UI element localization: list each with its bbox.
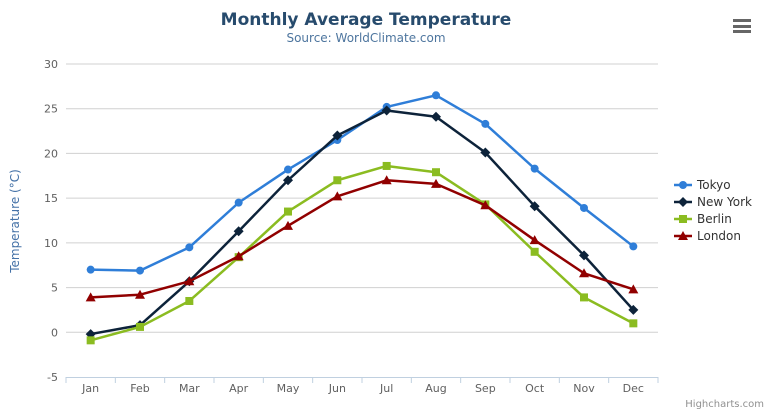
triangle-marker xyxy=(283,220,293,230)
square-marker xyxy=(580,293,588,302)
diamond-marker xyxy=(480,147,491,158)
diamond-marker xyxy=(381,105,392,116)
x-axis-label: Oct xyxy=(525,382,545,395)
diamond-marker xyxy=(332,130,343,141)
triangle-marker xyxy=(579,268,589,278)
circle-legend-icon xyxy=(674,180,692,189)
square-marker xyxy=(530,247,539,256)
y-axis-label: 5 xyxy=(51,282,58,295)
y-axis-label: -5 xyxy=(47,371,58,384)
y-axis-label: 20 xyxy=(44,147,58,160)
x-axis-label: Aug xyxy=(425,382,446,395)
triangle-marker xyxy=(628,284,639,294)
legend-label: London xyxy=(697,228,741,243)
square-marker xyxy=(185,296,194,305)
triangle-marker xyxy=(480,200,491,210)
y-axis-label: 10 xyxy=(44,237,58,250)
triangle-marker xyxy=(332,191,343,201)
circle-marker xyxy=(185,243,194,252)
square-marker xyxy=(333,176,342,185)
triangle-marker xyxy=(135,289,145,299)
x-axis-label: Jul xyxy=(379,382,393,395)
legend-item-london[interactable]: London xyxy=(674,227,752,244)
circle-marker xyxy=(481,119,490,128)
triangle-marker xyxy=(184,276,195,286)
y-axis-label: 30 xyxy=(44,58,58,71)
series-line-new-york xyxy=(89,109,635,336)
circle-marker xyxy=(234,198,243,207)
credits-link[interactable]: Highcharts.com xyxy=(685,399,764,410)
y-axis-label: 15 xyxy=(44,192,58,205)
circle-marker xyxy=(86,265,95,274)
hamburger-icon xyxy=(733,19,751,22)
x-axis-label: Sep xyxy=(475,382,496,395)
circle-marker xyxy=(136,266,144,275)
export-menu-button[interactable] xyxy=(731,17,753,35)
chart-subtitle: Source: WorldClimate.com xyxy=(286,31,446,45)
x-axis-label: Nov xyxy=(573,382,595,395)
y-axis-label: 0 xyxy=(51,326,58,339)
x-axis-label: Apr xyxy=(229,382,249,395)
circle-marker xyxy=(580,203,588,212)
circle-marker xyxy=(432,91,440,100)
x-axis-label: Jun xyxy=(328,382,346,395)
legend-label: Tokyo xyxy=(697,177,731,192)
square-marker xyxy=(629,319,638,328)
diamond-marker xyxy=(628,304,639,315)
triangle-marker xyxy=(85,292,96,302)
legend-item-berlin[interactable]: Berlin xyxy=(674,210,752,227)
x-axis-label: Mar xyxy=(179,382,200,395)
diamond-marker xyxy=(283,175,293,186)
circle-marker xyxy=(284,165,292,174)
diamond-marker xyxy=(233,226,244,237)
triangle-legend-icon xyxy=(674,230,692,240)
hamburger-icon xyxy=(733,30,751,33)
square-legend-icon xyxy=(674,214,692,223)
chart-title: Monthly Average Temperature xyxy=(220,10,512,30)
legend: Tokyo New York Berlin London xyxy=(674,176,752,244)
diamond-marker xyxy=(529,201,540,212)
series-line-berlin xyxy=(89,164,635,342)
series-line-tokyo xyxy=(89,94,635,272)
triangle-marker xyxy=(529,235,540,245)
x-axis-label: May xyxy=(277,382,300,395)
square-marker xyxy=(432,168,440,177)
hamburger-icon xyxy=(733,24,751,28)
legend-item-new-york[interactable]: New York xyxy=(674,193,752,210)
x-axis-label: Dec xyxy=(623,382,644,395)
legend-label: New York xyxy=(697,194,752,209)
square-marker xyxy=(284,207,292,216)
circle-marker xyxy=(530,164,539,173)
x-axis-label: Feb xyxy=(130,382,149,395)
triangle-marker xyxy=(381,175,392,185)
y-axis-title: Temperature (°C) xyxy=(8,169,22,273)
x-axis-label: Jan xyxy=(81,382,99,395)
legend-label: Berlin xyxy=(697,211,732,226)
triangle-marker xyxy=(431,178,441,188)
diamond-marker xyxy=(431,111,441,122)
diamond-legend-icon xyxy=(674,196,692,207)
series-line-london xyxy=(89,179,635,299)
circle-marker xyxy=(629,242,638,251)
diamond-marker xyxy=(579,250,589,261)
square-marker xyxy=(136,322,144,331)
legend-item-tokyo[interactable]: Tokyo xyxy=(674,176,752,193)
triangle-marker xyxy=(233,251,244,261)
chart-header: Monthly Average Temperature Source: Worl… xyxy=(0,10,732,46)
square-marker xyxy=(86,336,95,345)
square-marker xyxy=(382,161,391,170)
y-axis-label: 25 xyxy=(44,103,58,116)
